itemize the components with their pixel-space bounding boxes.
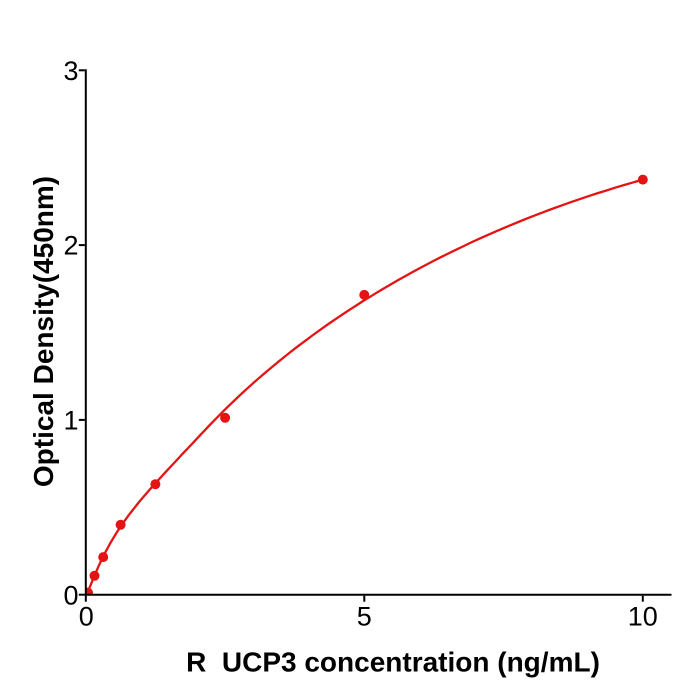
svg-text:10: 10 bbox=[628, 602, 658, 632]
svg-text:R UCP3 concentration (ng/mL): R UCP3 concentration (ng/mL) bbox=[186, 647, 600, 678]
svg-text:2: 2 bbox=[63, 231, 78, 261]
svg-text:0: 0 bbox=[79, 602, 94, 632]
svg-text:0: 0 bbox=[63, 580, 78, 610]
svg-text:5: 5 bbox=[357, 602, 372, 632]
svg-text:1: 1 bbox=[63, 406, 78, 436]
svg-text:3: 3 bbox=[63, 56, 78, 86]
svg-text:Optical Density(450nm): Optical Density(450nm) bbox=[28, 176, 59, 487]
